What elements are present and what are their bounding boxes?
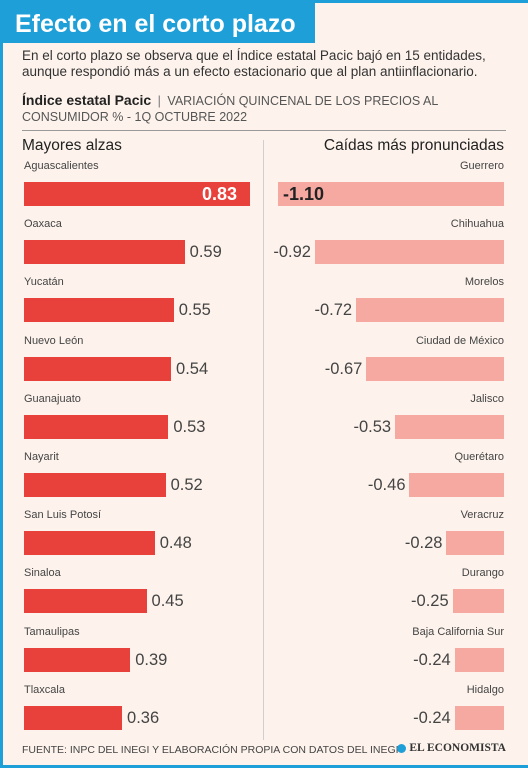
fall-bar <box>395 414 504 439</box>
rise-state-label: Oaxaca <box>24 218 62 231</box>
rise-state-label: Yucatán <box>24 276 64 289</box>
fall-value-label: -0.28 <box>404 534 443 553</box>
fall-state-label: Morelos <box>464 276 504 289</box>
fall-value-label: -1.10 <box>283 184 325 204</box>
fall-state-label: Guerrero <box>459 160 504 172</box>
fall-state-label: Jalisco <box>470 392 504 405</box>
column-divider <box>263 140 264 740</box>
brand: EL ECONOMISTA <box>397 742 506 754</box>
chart-subtitle: En el corto plazo se observa que el Índi… <box>22 48 486 79</box>
fall-state-label: Querétaro <box>454 451 504 463</box>
rise-value-label: 0.53 <box>173 417 206 436</box>
chart-title: Efecto en el corto plazo <box>15 10 296 38</box>
fall-value-label: -0.24 <box>413 650 451 669</box>
title-band: Efecto en el corto plazo <box>3 3 315 43</box>
fall-value-label: -0.67 <box>324 359 363 378</box>
fall-bar <box>452 589 504 614</box>
fall-state-label: Hidalgo <box>466 683 504 696</box>
fall-bar <box>278 182 504 206</box>
rise-value-label: 0.48 <box>159 534 192 553</box>
rise-value-label: 0.59 <box>189 243 222 262</box>
rise-value-label: 0.39 <box>135 650 168 669</box>
fall-state-label: Chihuahua <box>450 218 504 231</box>
rise-bar <box>24 705 123 730</box>
brand-logo-icon <box>397 743 407 753</box>
fall-state-label: Baja California Sur <box>412 625 504 638</box>
fall-value-label: -0.24 <box>413 708 451 727</box>
rise-state-label: Tamaulipas <box>24 625 80 638</box>
fall-value-label: -0.46 <box>367 476 406 494</box>
rise-bar <box>24 356 172 381</box>
rise-value-label: 0.52 <box>170 476 203 494</box>
rise-bar <box>24 414 169 439</box>
rise-bar <box>24 531 155 556</box>
rise-bar <box>24 298 174 323</box>
fall-value-label: -0.72 <box>314 301 353 320</box>
rise-state-label: Guanajuato <box>24 392 81 405</box>
fall-bar <box>409 473 504 497</box>
rise-value-label: 0.45 <box>151 592 184 611</box>
fall-state-label: Durango <box>461 567 504 580</box>
rise-bar <box>24 182 250 206</box>
fall-bar <box>454 647 504 672</box>
fall-value-label: -0.53 <box>353 417 392 436</box>
rise-value-label: 0.36 <box>127 708 160 727</box>
source-note: FUENTE: INPC DEL INEGI Y ELABORACIÓN PRO… <box>22 744 399 756</box>
rise-state-label: Aguascalientes <box>24 160 99 172</box>
rise-state-label: Tlaxcala <box>24 683 65 696</box>
fall-value-label: -0.92 <box>273 243 311 262</box>
brand-name: EL ECONOMISTA <box>409 742 506 754</box>
fall-value-label: -0.25 <box>411 592 449 611</box>
header-divider <box>22 130 506 131</box>
rise-bar <box>24 240 185 265</box>
index-description: VARIACIÓN QUINCENAL DE LOS PRECIOS AL CO… <box>22 94 438 124</box>
rise-value-label: 0.55 <box>178 301 211 320</box>
index-line: Índice estatal Pacic | VARIACIÓN QUINCEN… <box>22 92 512 125</box>
index-name: Índice estatal Pacic <box>22 92 152 108</box>
fall-bar <box>454 705 504 730</box>
rise-state-label: San Luis Potosí <box>24 509 102 522</box>
rise-state-label: Nuevo León <box>24 334 84 347</box>
rise-value-label: 0.54 <box>176 359 209 378</box>
rise-value-label: 0.83 <box>202 184 238 204</box>
rises-column-title: Mayores alzas <box>22 137 122 154</box>
fall-bar <box>446 531 504 556</box>
fall-state-label: Ciudad de México <box>415 334 504 347</box>
rise-bar <box>24 473 166 497</box>
fall-state-label: Veracruz <box>460 509 504 522</box>
index-separator: | <box>157 94 161 108</box>
fall-bar <box>356 298 504 323</box>
rise-bar <box>24 589 147 614</box>
fall-bar <box>366 356 504 381</box>
rise-state-label: Nayarit <box>24 451 59 463</box>
fall-bar <box>314 240 504 265</box>
rise-bar <box>24 647 131 672</box>
falls-column-title: Caídas más pronunciadas <box>323 137 504 154</box>
rise-state-label: Sinaloa <box>24 567 61 580</box>
